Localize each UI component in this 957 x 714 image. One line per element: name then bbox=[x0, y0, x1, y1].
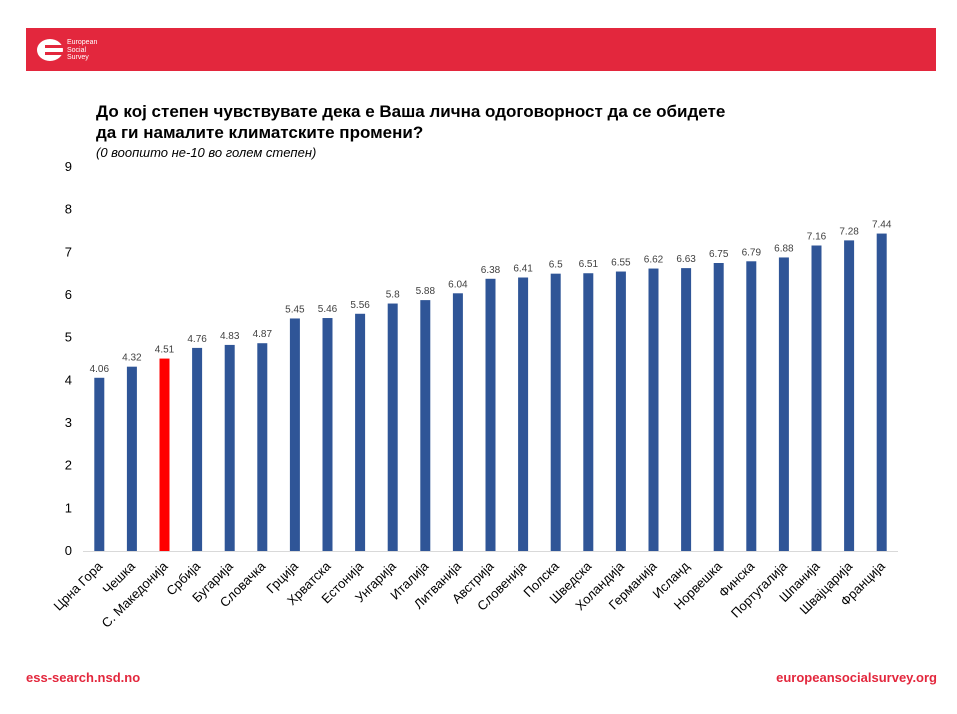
y-tick-label: 4 bbox=[65, 372, 72, 387]
y-tick-label: 9 bbox=[65, 159, 72, 174]
y-tick-label: 6 bbox=[65, 287, 72, 302]
bar bbox=[94, 377, 105, 551]
bars bbox=[94, 233, 887, 552]
bar bbox=[126, 366, 137, 551]
bar bbox=[615, 271, 626, 551]
data-label: 4.87 bbox=[253, 329, 273, 340]
logo-line-3: Survey bbox=[67, 54, 89, 61]
bar bbox=[713, 263, 724, 551]
bar bbox=[224, 344, 235, 551]
chart-title-line-2: да ги намалите климатските промени? bbox=[96, 123, 424, 142]
data-label: 4.51 bbox=[155, 345, 175, 356]
bar bbox=[518, 277, 529, 551]
footer-link-ess-website[interactable]: europeansocialsurvey.org bbox=[776, 670, 937, 685]
data-label: 5.88 bbox=[416, 286, 436, 297]
y-tick-label: 5 bbox=[65, 330, 72, 345]
data-label: 6.62 bbox=[644, 255, 664, 266]
data-label: 5.8 bbox=[386, 290, 400, 301]
bar bbox=[648, 268, 659, 551]
bar bbox=[876, 233, 887, 551]
bar bbox=[550, 273, 561, 551]
footer-link-ess-search[interactable]: ess-search.nsd.no bbox=[26, 670, 141, 685]
data-label: 6.38 bbox=[481, 265, 501, 276]
data-label: 6.51 bbox=[579, 259, 599, 270]
bar bbox=[681, 268, 692, 551]
data-label: 7.28 bbox=[839, 226, 859, 237]
bar bbox=[322, 318, 333, 551]
data-label: 5.56 bbox=[350, 300, 370, 311]
bar bbox=[485, 278, 496, 551]
chart-subtitle: (0 воопшто не-10 во голем степен) bbox=[96, 145, 317, 160]
data-label: 6.88 bbox=[774, 243, 794, 254]
bar bbox=[452, 293, 463, 551]
bar bbox=[844, 240, 855, 552]
bar bbox=[289, 318, 300, 551]
y-tick-label: 8 bbox=[65, 202, 72, 217]
data-label: 6.63 bbox=[676, 254, 696, 265]
data-label: 7.16 bbox=[807, 232, 827, 243]
value-labels: 4.06 4.32 4.51 4.76 4.83 4.87 5.45 5.46 5.56 5.8 5… bbox=[90, 220, 892, 375]
bar bbox=[583, 273, 594, 551]
ess-logo[interactable]: European Social Survey bbox=[36, 37, 126, 63]
data-label: 6.04 bbox=[448, 279, 468, 290]
chart-title: До кој степен чувствувате дека е Ваша ли… bbox=[96, 101, 856, 143]
bar bbox=[746, 261, 757, 551]
y-tick-label: 7 bbox=[65, 244, 72, 259]
bar bbox=[420, 300, 431, 551]
header-banner: European Social Survey bbox=[26, 28, 936, 71]
bar bbox=[811, 245, 822, 552]
bar bbox=[355, 313, 366, 551]
logo-text: European Social Survey bbox=[67, 39, 127, 62]
data-label: 4.76 bbox=[187, 334, 207, 345]
y-tick-label: 1 bbox=[65, 500, 72, 515]
data-label: 4.83 bbox=[220, 331, 240, 342]
data-label: 4.32 bbox=[122, 353, 142, 364]
data-label: 7.44 bbox=[872, 220, 892, 231]
data-label: 6.55 bbox=[611, 258, 631, 269]
bar bbox=[778, 257, 789, 551]
data-label: 6.79 bbox=[742, 247, 762, 258]
y-tick-label: 0 bbox=[65, 543, 72, 558]
y-tick-label: 2 bbox=[65, 458, 72, 473]
x-tick-label: Црна Гора bbox=[50, 558, 106, 614]
chart-title-line-1: До кој степен чувствувате дека е Ваша ли… bbox=[96, 102, 726, 121]
ess-logo-icon bbox=[37, 39, 65, 61]
bar bbox=[387, 303, 398, 551]
data-label: 6.41 bbox=[513, 264, 533, 275]
bar bbox=[257, 343, 268, 551]
data-label: 6.5 bbox=[549, 260, 563, 271]
data-label: 6.75 bbox=[709, 249, 729, 260]
logo-line-2: Social bbox=[67, 46, 87, 54]
bar bbox=[159, 358, 170, 551]
y-axis: 0 1 2 3 4 5 6 7 8 9 bbox=[65, 159, 72, 558]
logo-line-1: European bbox=[67, 39, 98, 46]
data-label: 4.06 bbox=[90, 364, 110, 375]
data-label: 5.46 bbox=[318, 304, 338, 315]
data-label: 5.45 bbox=[285, 304, 305, 315]
bar bbox=[192, 347, 203, 551]
y-tick-label: 3 bbox=[65, 415, 72, 430]
